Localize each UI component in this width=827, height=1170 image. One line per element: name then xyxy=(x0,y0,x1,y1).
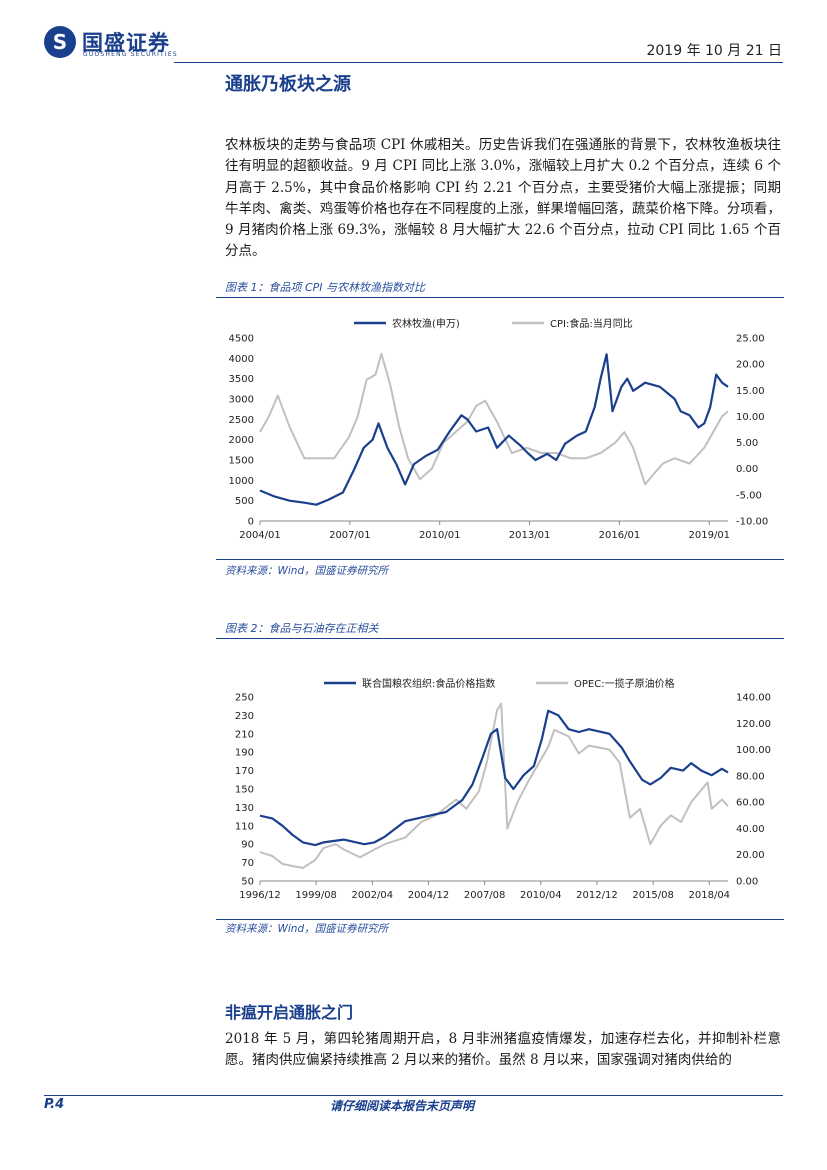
y-right-tick-label: 120.00 xyxy=(736,719,771,730)
x-tick-label: 2010/01 xyxy=(419,530,461,541)
report-date: 2019 年 10 月 21 日 xyxy=(646,43,782,59)
figure2-source: 资料来源：Wind，国盛证券研究所 xyxy=(225,923,389,935)
footer-divider xyxy=(44,1095,783,1096)
series-line-secondary xyxy=(259,702,729,869)
y-right-tick-label: 40.00 xyxy=(736,824,765,835)
y-left-tick-label: 3500 xyxy=(229,374,254,385)
y-left-tick-label: 130 xyxy=(235,803,254,814)
y-left-tick-label: 230 xyxy=(235,711,254,722)
logo-icon: S xyxy=(44,26,76,58)
y-left-tick-label: 0 xyxy=(248,517,254,528)
y-left-tick-label: 1000 xyxy=(229,476,254,487)
y-right-tick-label: 0.00 xyxy=(736,877,758,888)
x-tick-label: 2012/12 xyxy=(576,890,618,901)
header-divider xyxy=(174,62,783,63)
figure2-bottom-rule xyxy=(216,919,784,920)
x-tick-label: 2015/08 xyxy=(632,890,674,901)
section-paragraph-asf: 2018 年 5 月，第四轮猪周期开启，8 月非洲猪瘟疫情爆发，加速存栏去化，并… xyxy=(225,1031,781,1069)
y-right-tick-label: 60.00 xyxy=(736,798,765,809)
figure2-top-rule xyxy=(216,638,784,639)
y-left-tick-label: 90 xyxy=(241,840,254,851)
y-left-tick-label: 210 xyxy=(235,729,254,740)
figure2-caption: 图表 2：食品与石油存在正相关 xyxy=(225,622,379,635)
x-tick-label: 2002/04 xyxy=(352,890,394,901)
y-left-tick-label: 70 xyxy=(241,858,254,869)
y-left-tick-label: 50 xyxy=(241,877,254,888)
chart-cpi-vs-agri-index: 0 500 1000 1500 2000 2500 3000 3500 4000 4500 -10.… xyxy=(229,317,769,541)
figure1-bottom-rule xyxy=(216,559,784,560)
y-left-tick-label: 170 xyxy=(235,766,254,777)
x-tick-label: 2010/04 xyxy=(520,890,562,901)
x-tick-label: 1999/08 xyxy=(295,890,337,901)
y-left-tick-label: 2500 xyxy=(229,415,254,426)
x-tick-label: 1996/12 xyxy=(239,890,281,901)
y-right-tick-label: 10.00 xyxy=(736,412,765,423)
chart-food-vs-oil: 50 70 90 110 130 150 170 190 210 230 250 0.00 20.00 4… xyxy=(235,677,771,901)
x-tick-label: 2013/01 xyxy=(509,530,551,541)
brand-name-en: GUOSHENG SECURITIES xyxy=(83,51,178,58)
y-right-tick-label: 20.00 xyxy=(736,360,765,371)
y-right-tick-label: 80.00 xyxy=(736,771,765,782)
y-left-tick-label: 4500 xyxy=(229,334,254,345)
legend-label: CPI:食品:当月同比 xyxy=(550,317,633,330)
x-tick-label: 2004/01 xyxy=(239,530,281,541)
y-left-tick-label: 3000 xyxy=(229,395,254,406)
x-tick-label: 2004/12 xyxy=(408,890,450,901)
x-tick-label: 2007/01 xyxy=(329,530,371,541)
section-paragraph-inflation: 农林板块的走势与食品项 CPI 休戚相关。历史告诉我们在强通胀的背景下，农林牧渔… xyxy=(225,137,781,260)
series-line-secondary xyxy=(259,352,729,486)
y-left-tick-label: 1500 xyxy=(229,456,254,467)
x-tick-label: 2019/01 xyxy=(689,530,731,541)
legend-label: 联合国粮农组织:食品价格指数 xyxy=(362,677,495,690)
y-right-tick-label: 5.00 xyxy=(736,438,758,449)
x-tick-label: 2007/08 xyxy=(464,890,506,901)
y-left-tick-label: 4000 xyxy=(229,354,254,365)
y-left-tick-label: 500 xyxy=(235,496,254,507)
y-left-tick-label: 2000 xyxy=(229,435,254,446)
legend-label: 农林牧渔(申万) xyxy=(392,317,460,330)
series-line-primary xyxy=(259,353,729,506)
figure1-caption: 图表 1：食品项 CPI 与农林牧渔指数对比 xyxy=(225,281,426,294)
y-right-tick-label: 25.00 xyxy=(736,334,765,345)
y-right-tick-label: 15.00 xyxy=(736,386,765,397)
footer-disclaimer: 请仔细阅读本报告末页声明 xyxy=(330,1099,475,1113)
legend-label: OPEC:一揽子原油价格 xyxy=(574,677,675,690)
y-right-tick-label: 100.00 xyxy=(736,745,771,756)
y-right-tick-label: -10.00 xyxy=(736,517,768,528)
y-right-tick-label: 140.00 xyxy=(736,693,771,704)
page-number: P.4 xyxy=(44,1097,65,1112)
figure1-source: 资料来源：Wind，国盛证券研究所 xyxy=(225,565,389,577)
y-left-tick-label: 250 xyxy=(235,693,254,704)
y-left-tick-label: 150 xyxy=(235,785,254,796)
section-title-inflation: 通胀乃板块之源 xyxy=(225,74,351,95)
x-tick-label: 2018/04 xyxy=(689,890,731,901)
x-tick-label: 2016/01 xyxy=(599,530,641,541)
y-right-tick-label: -5.00 xyxy=(736,490,762,501)
brand-logo: S 国盛证券 GUOSHENG SECURITIES xyxy=(44,26,177,60)
y-right-tick-label: 0.00 xyxy=(736,464,758,475)
y-right-tick-label: 20.00 xyxy=(736,850,765,861)
y-left-tick-label: 110 xyxy=(235,821,254,832)
y-left-tick-label: 190 xyxy=(235,748,254,759)
series-line-primary xyxy=(259,709,729,847)
brand-name: 国盛证券 xyxy=(82,31,170,55)
section-title-asf: 非瘟开启通胀之门 xyxy=(225,1003,354,1022)
figure1-top-rule xyxy=(216,297,784,298)
